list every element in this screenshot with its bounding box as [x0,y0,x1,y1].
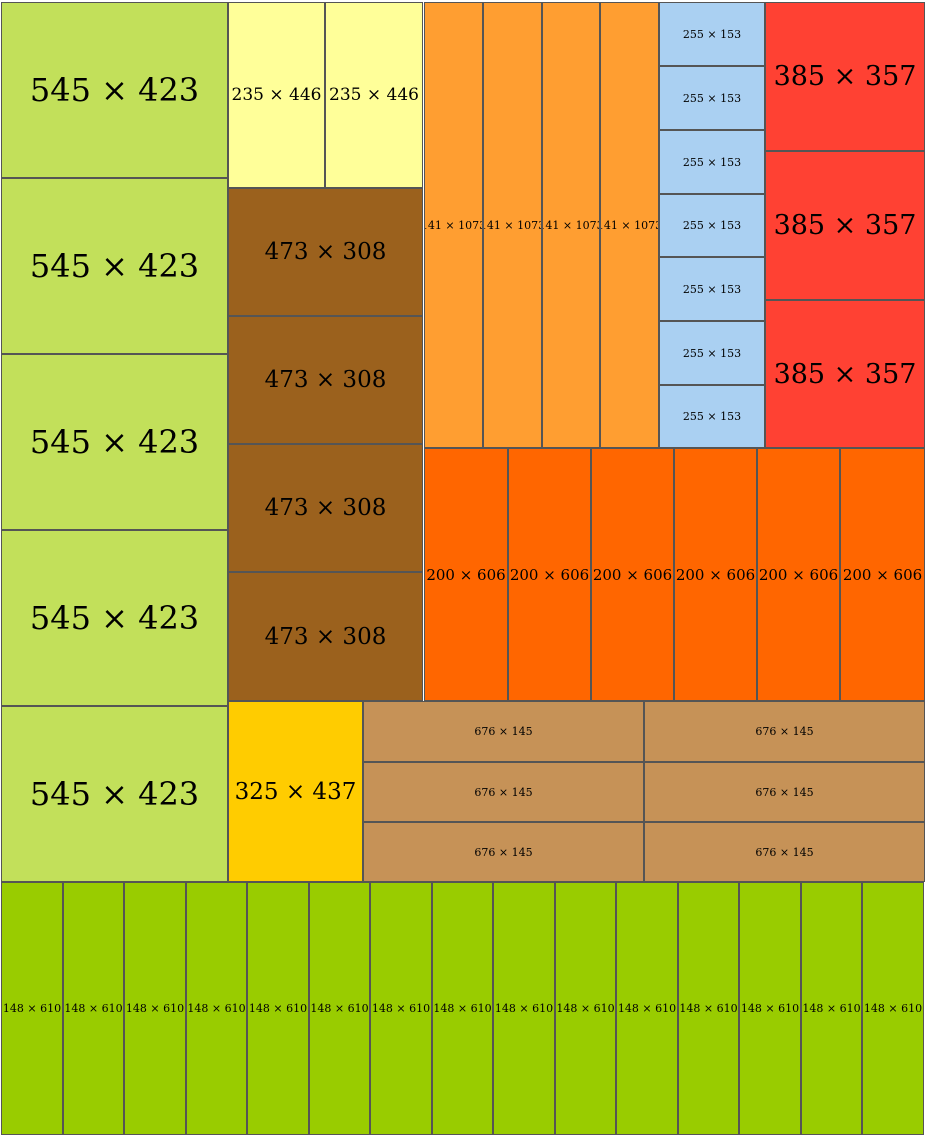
rect-385-1: 385 × 357 [765,2,925,151]
rect-473-2: 473 × 308 [228,316,423,444]
rect-200-3: 200 × 606 [591,448,674,701]
rect-148-12: 148 × 610 [678,882,739,1135]
rect-255-1: 255 × 153 [659,2,765,66]
rect-200-6: 200 × 606 [840,448,925,701]
rect-545-4: 545 × 423 [1,530,228,706]
rect-473-3: 473 × 308 [228,444,423,572]
rect-148-13: 148 × 610 [739,882,801,1135]
rect-235-1: 235 × 446 [228,2,325,188]
rect-148-2: 148 × 610 [63,882,124,1135]
rect-473-1: 473 × 308 [228,188,423,316]
rect-676-3: 676 × 145 [363,762,644,822]
rect-255-2: 255 × 153 [659,66,765,130]
rect-148-8: 148 × 610 [432,882,493,1135]
rect-545-3: 545 × 423 [1,354,228,530]
rect-545-1: 545 × 423 [1,2,228,178]
rect-148-11: 148 × 610 [616,882,678,1135]
rect-141-3: 141 × 1073 [542,2,600,448]
rect-255-3: 255 × 153 [659,130,765,194]
rect-141-2: 141 × 1073 [483,2,542,448]
rect-545-5: 545 × 423 [1,706,228,882]
rect-255-6: 255 × 153 [659,321,765,385]
rect-676-5: 676 × 145 [363,822,644,882]
rect-148-4: 148 × 610 [186,882,247,1135]
rect-255-4: 255 × 153 [659,194,765,257]
rect-148-1: 148 × 610 [1,882,63,1135]
rect-676-4: 676 × 145 [644,762,925,822]
rect-676-6: 676 × 145 [644,822,925,882]
rect-148-7: 148 × 610 [370,882,432,1135]
rect-148-10: 148 × 610 [555,882,616,1135]
rect-235-2: 235 × 446 [325,2,423,188]
rect-200-1: 200 × 606 [424,448,508,701]
rect-200-4: 200 × 606 [674,448,757,701]
rect-148-6: 148 × 610 [309,882,370,1135]
rect-325-1: 325 × 437 [228,701,363,882]
rect-200-2: 200 × 606 [508,448,591,701]
rect-148-5: 148 × 610 [247,882,309,1135]
rect-385-2: 385 × 357 [765,151,925,300]
rect-255-7: 255 × 153 [659,385,765,448]
rect-148-14: 148 × 610 [801,882,862,1135]
rect-545-2: 545 × 423 [1,178,228,354]
rect-676-2: 676 × 145 [644,701,925,762]
rect-141-1: 141 × 1073 [424,2,483,448]
rect-148-3: 148 × 610 [124,882,186,1135]
rect-148-9: 148 × 610 [493,882,555,1135]
rect-385-3: 385 × 357 [765,300,925,448]
rect-200-5: 200 × 606 [757,448,840,701]
rect-255-5: 255 × 153 [659,257,765,321]
rect-676-1: 676 × 145 [363,701,644,762]
rect-141-4: 141 × 1073 [600,2,659,448]
rect-148-15: 148 × 610 [862,882,924,1135]
rect-473-4: 473 × 308 [228,572,423,701]
